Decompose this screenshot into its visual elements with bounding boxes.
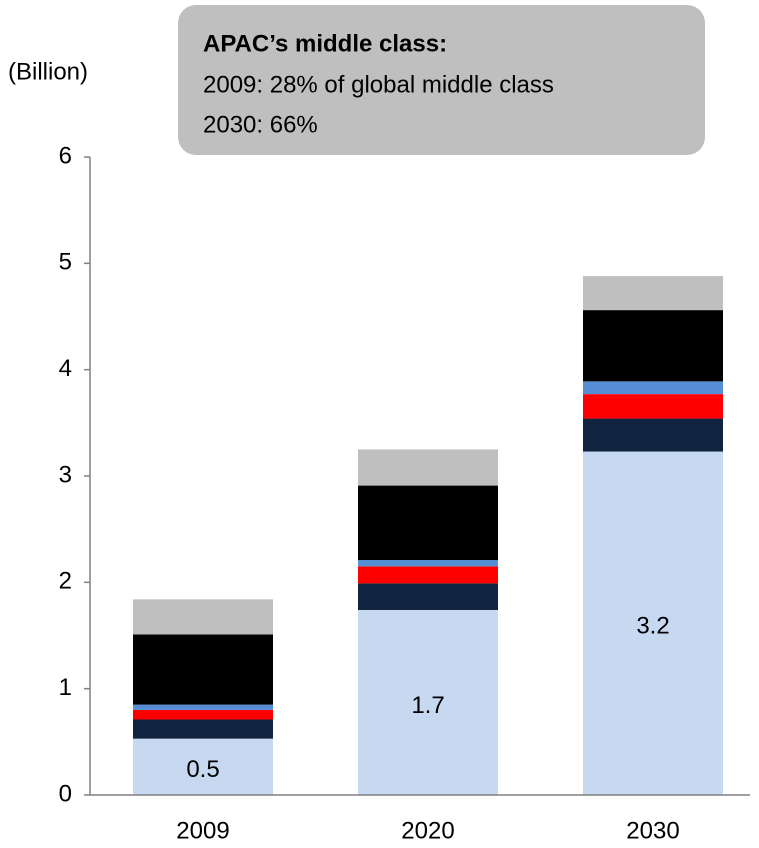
y-tick-label: 5 — [59, 249, 72, 276]
x-tick-label: 2020 — [401, 817, 454, 844]
y-tick-label: 6 — [59, 142, 72, 169]
annotation-line: 2009: 28% of global middle class — [203, 71, 554, 98]
bar-segment — [358, 566, 498, 584]
bar-segment — [358, 560, 498, 567]
bar-segment — [583, 310, 723, 382]
x-tick-label: 2030 — [626, 817, 679, 844]
annotation-box — [178, 5, 705, 155]
bar-segment — [358, 583, 498, 610]
y-tick-label: 2 — [59, 568, 72, 595]
bar-segment — [358, 609, 498, 795]
bar-segment — [583, 418, 723, 452]
bar-segment — [358, 485, 498, 561]
bar-segment — [583, 381, 723, 395]
bar-segment — [133, 719, 273, 739]
annotation-line: 2030: 66% — [203, 111, 318, 138]
bar-segment — [583, 276, 723, 311]
bar-segment — [133, 704, 273, 710]
data-label: 3.2 — [636, 613, 669, 640]
data-label: 1.7 — [411, 692, 444, 719]
data-label: 0.5 — [186, 756, 219, 783]
bar-segment — [583, 451, 723, 795]
y-tick-label: 0 — [59, 780, 72, 807]
y-axis-label: (Billion) — [8, 58, 88, 85]
bar-segment — [133, 709, 273, 720]
bar-segment — [358, 449, 498, 486]
bar-segment — [133, 634, 273, 705]
y-tick-label: 3 — [59, 461, 72, 488]
annotation-title: APAC’s middle class: — [203, 30, 447, 57]
y-tick-label: 4 — [59, 355, 72, 382]
x-tick-label: 2009 — [176, 817, 229, 844]
bar-segment — [133, 738, 273, 795]
bar-segment — [133, 599, 273, 635]
bar-segment — [583, 394, 723, 419]
y-tick-label: 1 — [59, 674, 72, 701]
